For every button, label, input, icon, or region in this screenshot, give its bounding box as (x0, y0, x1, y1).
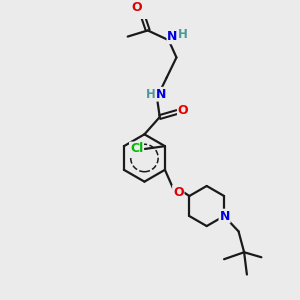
Text: N: N (219, 209, 230, 223)
Text: O: O (178, 104, 188, 117)
Text: N: N (156, 88, 166, 101)
Text: N: N (167, 30, 178, 43)
Text: O: O (173, 186, 184, 199)
Text: H: H (146, 88, 156, 101)
Text: O: O (131, 1, 142, 14)
Text: Cl: Cl (130, 142, 143, 155)
Text: H: H (178, 28, 188, 40)
